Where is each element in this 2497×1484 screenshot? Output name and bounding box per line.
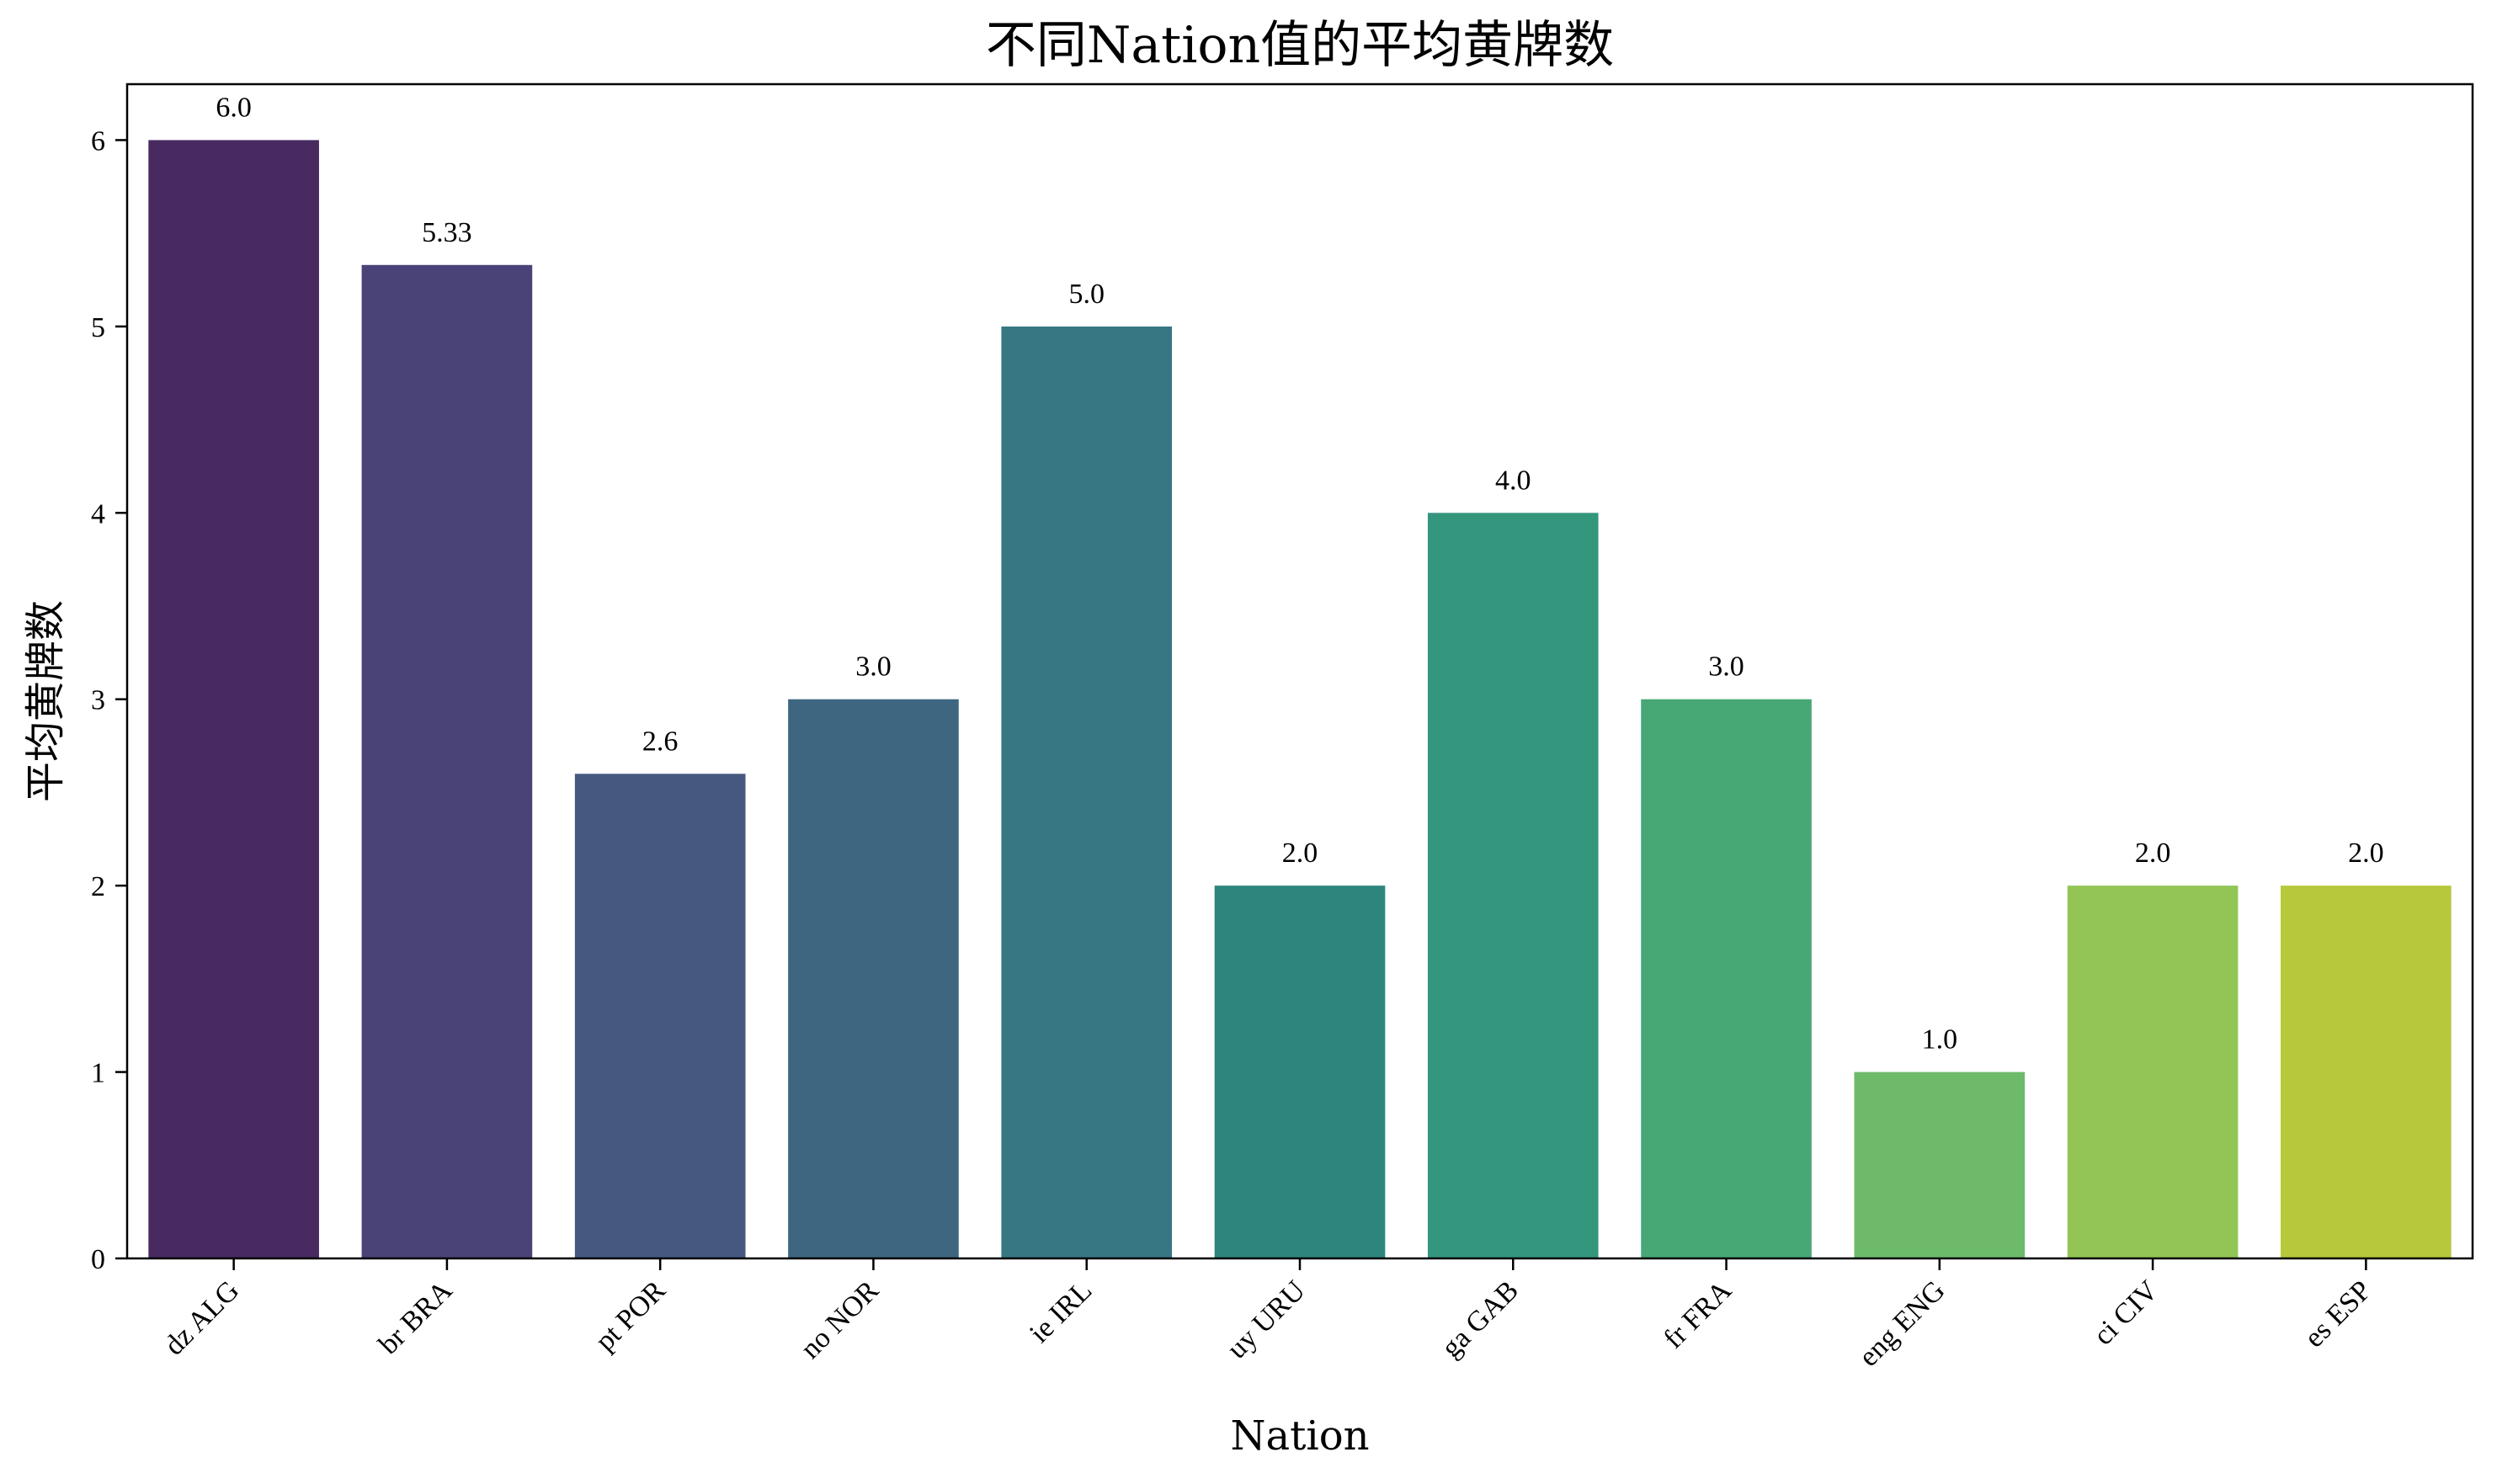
bar	[574, 774, 746, 1258]
bar	[1214, 886, 1386, 1258]
data-label: 2.0	[2135, 838, 2171, 869]
bar	[2281, 886, 2452, 1258]
y-tick-label: 3	[91, 685, 105, 716]
bar	[1427, 513, 1599, 1258]
data-label: 5.0	[1068, 279, 1105, 310]
y-tick-label: 1	[91, 1058, 105, 1089]
bars-group	[148, 140, 2452, 1259]
data-label: 6.0	[216, 92, 252, 123]
value-labels-group: 6.0 5.33 2.6 3.0 5.0 2.0 4.0 3.0 1.0 2.0 2.0	[216, 92, 2383, 1055]
bar	[1001, 326, 1173, 1258]
x-axis-label: Nation	[1230, 1412, 1369, 1460]
bar	[148, 140, 319, 1259]
bar	[1854, 1072, 2026, 1258]
bar	[361, 264, 533, 1258]
data-label: 3.0	[855, 652, 892, 683]
y-axis: 0 1 2 3 4 5 6	[91, 125, 127, 1275]
data-label: 3.0	[1708, 652, 1744, 683]
data-label: 1.0	[1922, 1024, 1958, 1056]
y-tick-label: 6	[91, 125, 105, 157]
data-label: 2.0	[1282, 838, 1318, 869]
plot-frame	[125, 82, 2474, 1260]
y-tick-label: 5	[91, 312, 105, 343]
y-axis-label: 平均黄牌数	[22, 600, 69, 802]
data-label: 2.6	[642, 726, 679, 757]
y-tick-label: 0	[91, 1244, 105, 1275]
bar	[1641, 699, 1812, 1258]
y-tick-label: 4	[91, 498, 105, 529]
data-label: 4.0	[1495, 465, 1531, 496]
y-tick-label: 2	[91, 871, 105, 902]
data-label: 2.0	[2348, 838, 2384, 869]
bar	[2067, 886, 2239, 1258]
chart-title: 不同Nation值的平均黄牌数	[986, 16, 1614, 75]
data-label: 5.33	[422, 217, 472, 248]
bar	[788, 699, 959, 1258]
